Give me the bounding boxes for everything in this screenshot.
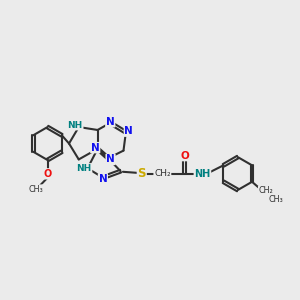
Text: NH: NH (76, 164, 92, 173)
Text: CH₃: CH₃ (269, 195, 284, 204)
Text: N: N (91, 142, 100, 153)
Text: S: S (137, 167, 146, 180)
Text: N: N (98, 174, 107, 184)
Text: N: N (124, 126, 133, 136)
Text: CH₂: CH₂ (259, 186, 273, 195)
Text: O: O (180, 151, 189, 160)
Text: NH: NH (194, 169, 211, 178)
Text: N: N (106, 154, 115, 164)
Text: CH₃: CH₃ (29, 185, 44, 194)
Text: O: O (44, 169, 52, 179)
Text: N: N (106, 117, 115, 127)
Text: NH: NH (68, 121, 83, 130)
Text: CH₂: CH₂ (154, 169, 171, 178)
